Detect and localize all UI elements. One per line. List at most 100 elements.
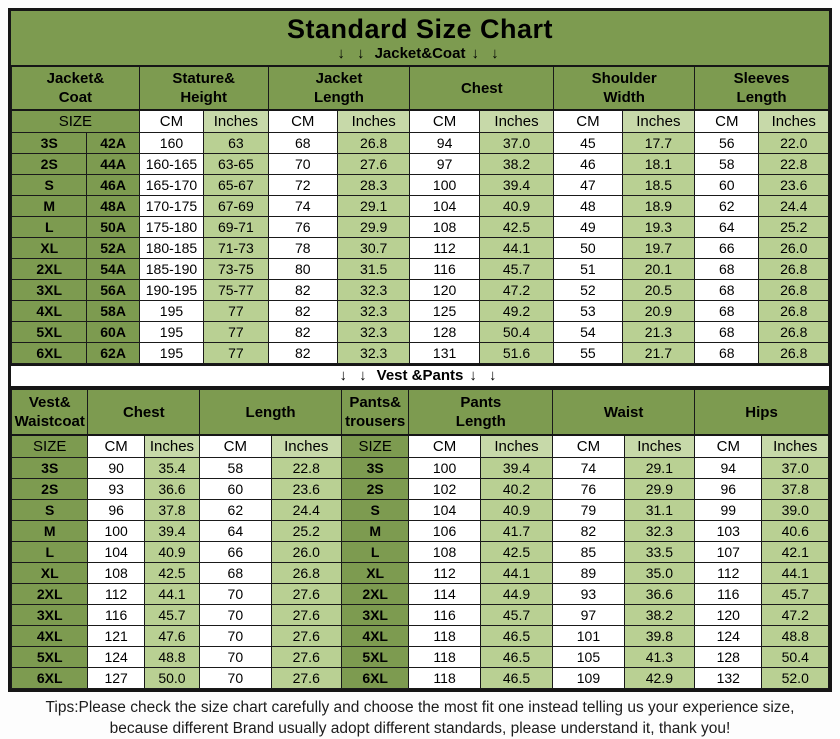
cm-value: 190-195 xyxy=(138,279,205,301)
inches-value: 44.1 xyxy=(479,562,554,584)
cm-value: 78 xyxy=(267,237,338,259)
group-header-jacket-coat: Jacket& Coat xyxy=(11,65,140,111)
inches-value: 27.6 xyxy=(270,604,342,626)
down-arrows-icon: ↓ ↓ xyxy=(471,45,503,62)
pants-size-label: M xyxy=(340,520,410,542)
vest-table-row: 2S 93 36.6 60 23.6 2S 102 40.2 76 29.9 96 37.8 xyxy=(10,478,829,500)
cm-value: 68 xyxy=(199,562,272,584)
inches-value: 40.9 xyxy=(478,195,555,217)
cm-value: 118 xyxy=(408,625,481,647)
cm-value: 82 xyxy=(267,342,338,364)
inches-value: 44.1 xyxy=(143,583,201,605)
cm-value: 102 xyxy=(408,478,481,500)
inches-value: 48.8 xyxy=(143,646,201,668)
inches-value: 65-67 xyxy=(203,174,269,196)
vest-table-row: 5XL 124 48.8 70 27.6 5XL 118 46.5 105 41.3 128 50.4 xyxy=(10,646,829,668)
cm-value: 74 xyxy=(552,457,625,479)
inches-value: 39.4 xyxy=(479,457,554,479)
inches-value: 77 xyxy=(203,300,269,322)
size-chart: Standard Size Chart ↓ ↓ Jacket&Coat ↓ ↓ Ja… xyxy=(8,8,832,692)
inches-value: 44.1 xyxy=(478,237,555,259)
group-header-jacket-length: Jacket Length xyxy=(267,65,411,111)
cm-value: 165-170 xyxy=(138,174,205,196)
vest-table-row: S 96 37.8 62 24.4 S 104 40.9 79 31.1 99 39.0 xyxy=(10,499,829,521)
inches-value: 37.0 xyxy=(478,132,555,154)
inches-value: 39.4 xyxy=(143,520,201,542)
cm-value: 60 xyxy=(694,174,760,196)
cm-value: 114 xyxy=(408,583,481,605)
tips-line-1: Tips:Please check the size chart careful… xyxy=(45,699,795,716)
inches-value: 38.2 xyxy=(623,604,696,626)
inches-value: 42.5 xyxy=(478,216,555,238)
vest-table-row: 3S 90 35.4 58 22.8 3S 100 39.4 74 29.1 94 37.0 xyxy=(10,457,829,479)
cm-value: 56 xyxy=(694,132,760,154)
cm-value: 112 xyxy=(409,237,480,259)
inches-value: 31.5 xyxy=(336,258,411,280)
cm-value: 112 xyxy=(408,562,481,584)
cm-value: 108 xyxy=(409,216,480,238)
inches-value: 20.1 xyxy=(621,258,696,280)
inches-value: 51.6 xyxy=(478,342,555,364)
inches-value: 35.4 xyxy=(143,457,201,479)
subheader-inches: Inches xyxy=(270,434,342,458)
inches-value: 26.8 xyxy=(270,562,342,584)
cm-value: 52 xyxy=(553,279,623,301)
cm-value: 128 xyxy=(694,646,763,668)
inches-value: 52.0 xyxy=(761,667,829,689)
cm-value: 58 xyxy=(694,153,760,175)
cm-value: 45 xyxy=(553,132,623,154)
inches-value: 23.6 xyxy=(758,174,829,196)
cm-value: 76 xyxy=(267,216,338,238)
inches-value: 22.0 xyxy=(758,132,829,154)
cm-value: 105 xyxy=(552,646,625,668)
jacket-coat-banner-label: Jacket&Coat xyxy=(374,45,466,62)
jacket-table-row: 6XL 62A 195 77 82 32.3 131 51.6 55 21.7 68 26.8 xyxy=(10,342,829,364)
pants-size-label: S xyxy=(340,499,410,521)
inches-value: 47.2 xyxy=(761,604,829,626)
jacket-table-body: 3S 42A 160 63 68 26.8 94 37.0 45 17.7 56 22.0 2S 44A 1… xyxy=(10,132,829,364)
cm-value: 66 xyxy=(694,237,760,259)
group-header-shoulder-width: Shoulder Width xyxy=(553,65,696,111)
inches-value: 26.8 xyxy=(758,300,829,322)
pants-size-label: 3S xyxy=(340,457,410,479)
subheader-cm: CM xyxy=(138,109,205,133)
size-code-label: 60A xyxy=(86,321,140,343)
inches-value: 45.7 xyxy=(143,604,201,626)
vest-table-row: XL 108 42.5 68 26.8 XL 112 44.1 89 35.0 112 44.1 xyxy=(10,562,829,584)
cm-value: 160-165 xyxy=(138,153,205,175)
size-label: 3S xyxy=(10,132,88,154)
cm-value: 104 xyxy=(409,195,480,217)
inches-value: 77 xyxy=(203,321,269,343)
cm-value: 70 xyxy=(199,646,272,668)
vest-table-row: M 100 39.4 64 25.2 M 106 41.7 82 32.3 103 40.6 xyxy=(10,520,829,542)
cm-value: 51 xyxy=(553,258,623,280)
jacket-table-row: 2S 44A 160-165 63-65 70 27.6 97 38.2 46 18.1 58 22.… xyxy=(10,153,829,175)
cm-value: 109 xyxy=(552,667,625,689)
cm-value: 68 xyxy=(267,132,338,154)
inches-value: 45.7 xyxy=(761,583,829,605)
inches-value: 46.5 xyxy=(479,667,554,689)
cm-value: 108 xyxy=(408,541,481,563)
vest-size-label: S xyxy=(10,499,89,521)
cm-value: 80 xyxy=(267,258,338,280)
subheader-inches: Inches xyxy=(203,109,269,133)
inches-value: 26.8 xyxy=(336,132,411,154)
inches-value: 40.9 xyxy=(479,499,554,521)
cm-value: 118 xyxy=(408,667,481,689)
subheader-size: SIZE xyxy=(340,434,410,458)
inches-value: 32.3 xyxy=(623,520,696,542)
size-code-label: 52A xyxy=(86,237,140,259)
cm-value: 82 xyxy=(267,321,338,343)
inches-value: 28.3 xyxy=(336,174,411,196)
cm-value: 70 xyxy=(199,625,272,647)
group-header-pants-length: Pants Length xyxy=(408,388,554,436)
inches-value: 71-73 xyxy=(203,237,269,259)
cm-value: 104 xyxy=(87,541,145,563)
cm-value: 185-190 xyxy=(138,258,205,280)
vest-size-label: M xyxy=(10,520,89,542)
inches-value: 47.2 xyxy=(478,279,555,301)
subheader-size: SIZE xyxy=(11,109,140,133)
vest-table-body: 3S 90 35.4 58 22.8 3S 100 39.4 74 29.1 94 37.0 2S 93 3… xyxy=(10,457,829,689)
inches-value: 45.7 xyxy=(479,604,554,626)
jacket-group-header-row: Jacket& Coat Stature& Height Jacket Length … xyxy=(11,65,829,111)
